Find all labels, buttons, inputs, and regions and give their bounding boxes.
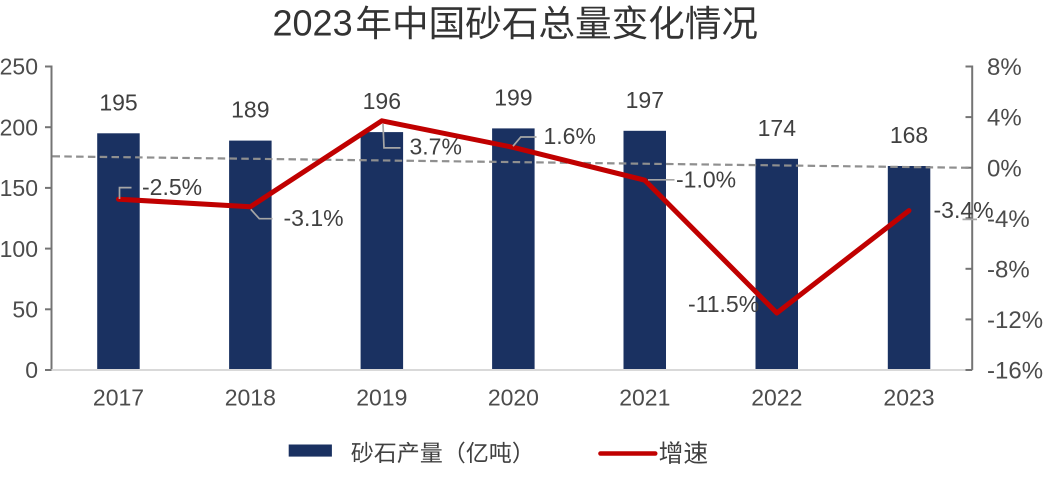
svg-text:189: 189 <box>231 97 269 123</box>
svg-text:200: 200 <box>0 114 38 140</box>
svg-text:196: 196 <box>363 88 401 114</box>
svg-text:197: 197 <box>626 87 664 113</box>
svg-text:100: 100 <box>0 236 38 262</box>
svg-text:-3.4%: -3.4% <box>934 197 994 223</box>
svg-text:50: 50 <box>12 297 38 323</box>
svg-text:-8%: -8% <box>987 256 1030 283</box>
svg-text:-16%: -16% <box>987 358 1043 385</box>
svg-text:2019: 2019 <box>356 385 407 411</box>
svg-text:3.7%: 3.7% <box>410 134 462 160</box>
svg-text:-12%: -12% <box>987 307 1043 334</box>
svg-text:4%: 4% <box>987 105 1022 132</box>
svg-text:0: 0 <box>25 357 38 383</box>
svg-text:0%: 0% <box>987 155 1022 182</box>
svg-text:2023: 2023 <box>273 2 353 43</box>
svg-text:-4%: -4% <box>987 206 1030 233</box>
svg-text:195: 195 <box>99 89 137 115</box>
svg-text:199: 199 <box>494 84 532 110</box>
svg-text:-11.5%: -11.5% <box>688 291 759 317</box>
svg-text:2017: 2017 <box>93 385 144 411</box>
svg-text:2022: 2022 <box>751 385 802 411</box>
svg-text:2018: 2018 <box>225 385 276 411</box>
svg-text:150: 150 <box>0 175 38 201</box>
svg-text:250: 250 <box>0 54 38 80</box>
svg-text:2020: 2020 <box>488 385 539 411</box>
svg-text:168: 168 <box>890 122 928 148</box>
svg-text:2023: 2023 <box>883 385 934 411</box>
svg-text:2021: 2021 <box>619 385 670 411</box>
svg-text:-2.5%: -2.5% <box>142 174 202 200</box>
svg-text:-3.1%: -3.1% <box>284 205 344 231</box>
svg-text:174: 174 <box>758 115 797 141</box>
svg-text:8%: 8% <box>987 54 1022 81</box>
svg-text:-1.0%: -1.0% <box>676 167 736 193</box>
svg-text:1.6%: 1.6% <box>544 123 596 149</box>
